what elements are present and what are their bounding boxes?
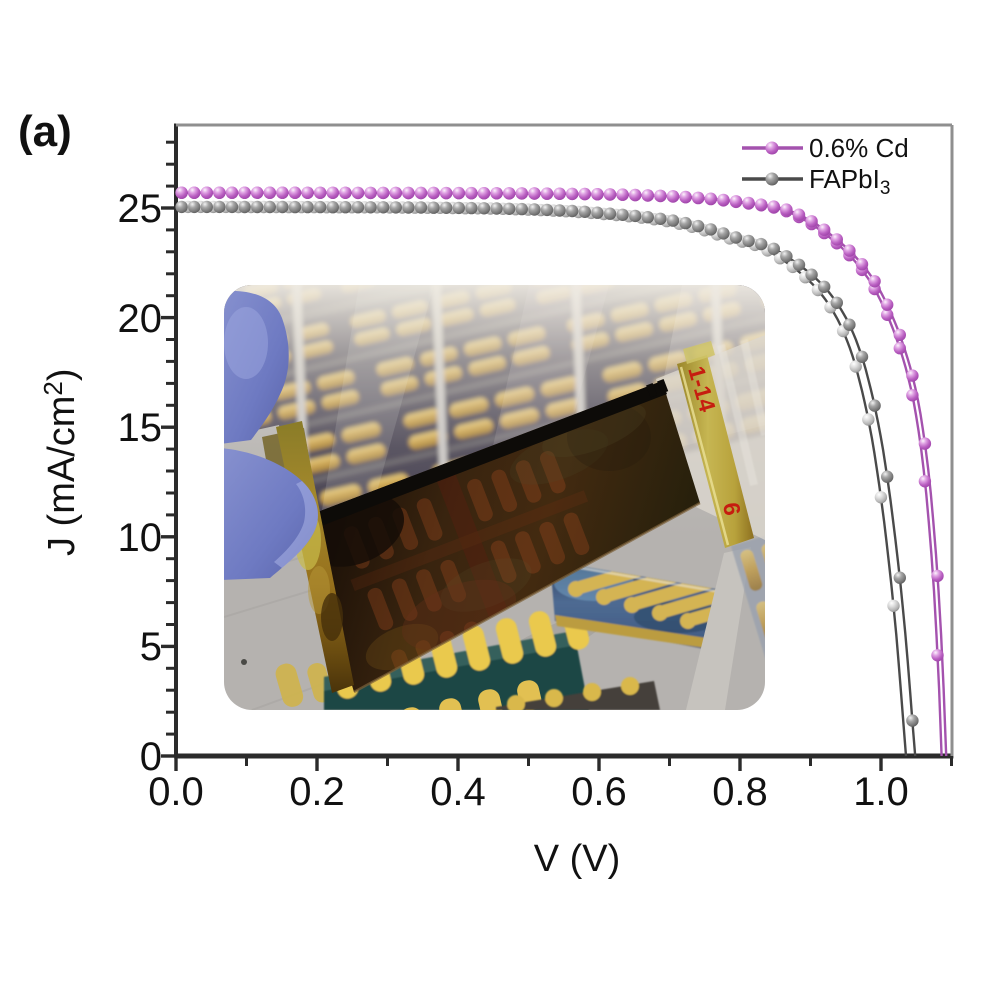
- svg-text:15: 15: [118, 406, 163, 450]
- svg-text:5: 5: [140, 625, 162, 669]
- svg-text:0: 0: [140, 735, 162, 779]
- svg-text:J (mA/cm2): J (mA/cm2): [38, 368, 83, 556]
- svg-text:25: 25: [118, 187, 163, 231]
- svg-text:0.6: 0.6: [571, 770, 627, 814]
- svg-text:20: 20: [118, 297, 163, 341]
- svg-text:0.2: 0.2: [289, 770, 345, 814]
- svg-text:10: 10: [118, 516, 163, 560]
- svg-text:1.0: 1.0: [853, 770, 909, 814]
- svg-text:0.0: 0.0: [148, 770, 204, 814]
- svg-text:V (V): V (V): [534, 838, 621, 880]
- svg-text:0.8: 0.8: [712, 770, 768, 814]
- svg-text:0.6% Cd: 0.6% Cd: [809, 133, 909, 163]
- svg-text:(a): (a): [18, 107, 72, 156]
- svg-text:0.4: 0.4: [430, 770, 486, 814]
- svg-text:6: 6: [718, 500, 746, 517]
- svg-text:FAPbI3: FAPbI3: [809, 164, 890, 199]
